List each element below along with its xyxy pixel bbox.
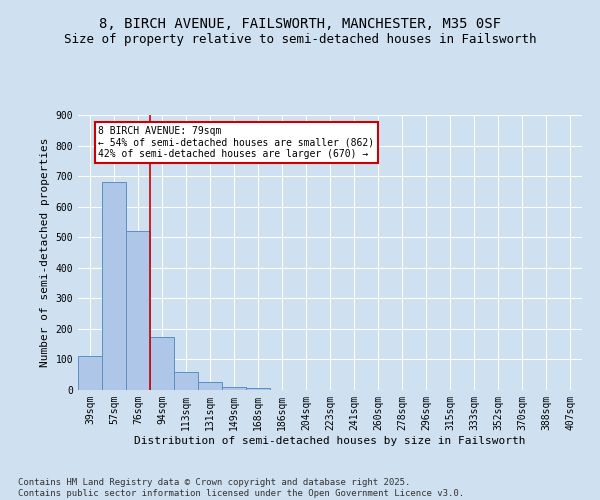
X-axis label: Distribution of semi-detached houses by size in Failsworth: Distribution of semi-detached houses by …	[134, 436, 526, 446]
Bar	[198, 382, 222, 390]
Bar	[78, 356, 102, 390]
Bar	[174, 372, 198, 390]
Bar	[150, 336, 174, 390]
Bar	[102, 182, 126, 390]
Text: 8, BIRCH AVENUE, FAILSWORTH, MANCHESTER, M35 0SF: 8, BIRCH AVENUE, FAILSWORTH, MANCHESTER,…	[99, 18, 501, 32]
Y-axis label: Number of semi-detached properties: Number of semi-detached properties	[40, 138, 50, 367]
Text: 8 BIRCH AVENUE: 79sqm
← 54% of semi-detached houses are smaller (862)
42% of sem: 8 BIRCH AVENUE: 79sqm ← 54% of semi-deta…	[98, 126, 374, 159]
Bar	[246, 388, 270, 390]
Text: Contains HM Land Registry data © Crown copyright and database right 2025.
Contai: Contains HM Land Registry data © Crown c…	[18, 478, 464, 498]
Bar	[126, 231, 150, 390]
Text: Size of property relative to semi-detached houses in Failsworth: Size of property relative to semi-detach…	[64, 32, 536, 46]
Bar	[222, 387, 246, 390]
